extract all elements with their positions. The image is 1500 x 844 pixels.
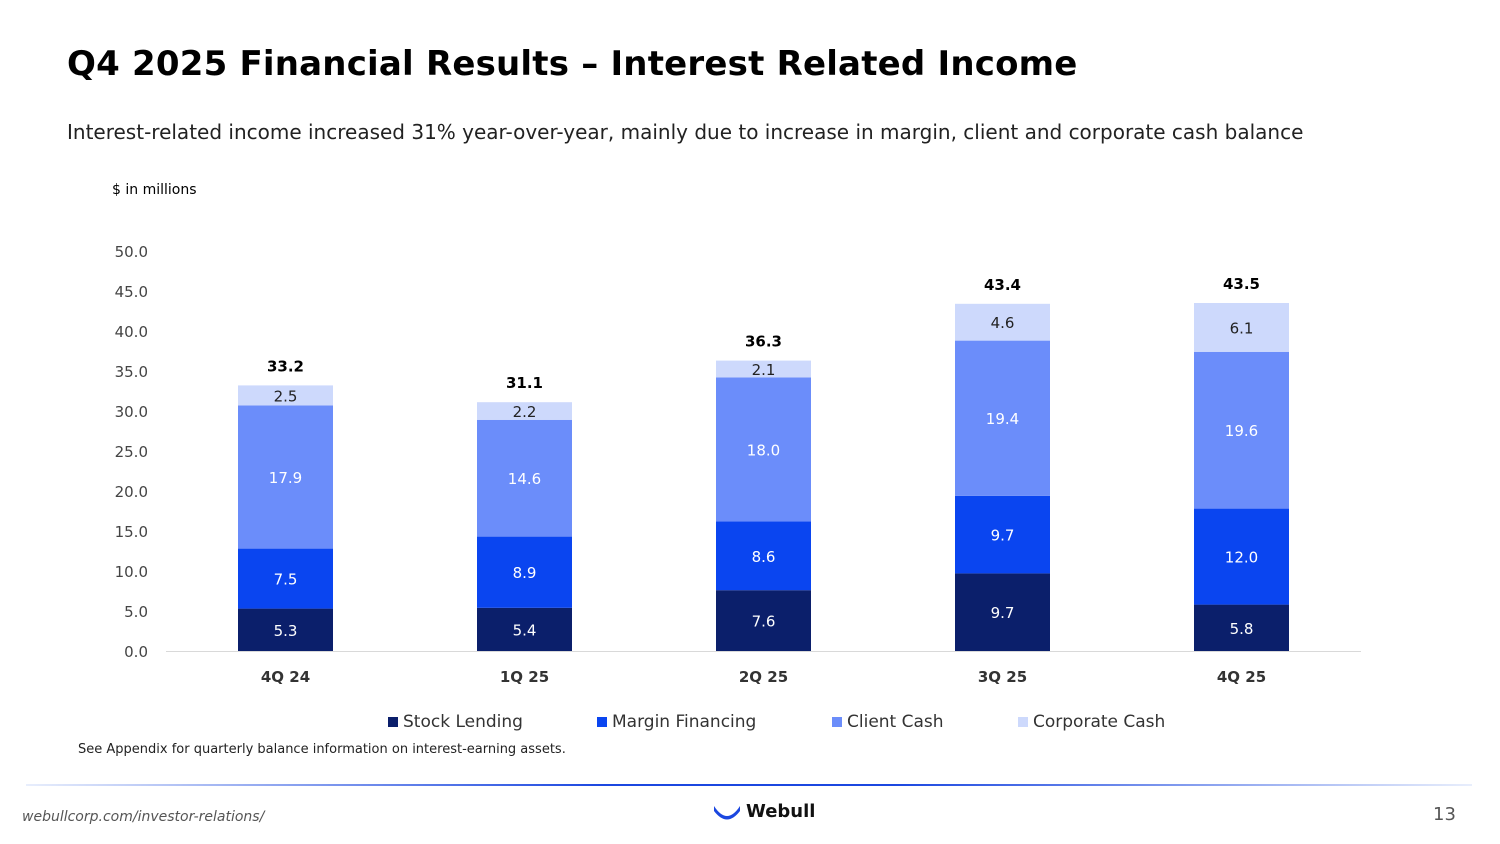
data-label: 8.6 xyxy=(752,548,776,566)
legend-swatch xyxy=(1018,717,1028,727)
total-label: 36.3 xyxy=(745,333,782,351)
data-label: 5.8 xyxy=(1230,620,1254,638)
total-label: 43.4 xyxy=(984,276,1021,294)
x-tick-label: 4Q 24 xyxy=(261,668,310,686)
data-label: 7.6 xyxy=(752,613,776,631)
bar-segment xyxy=(1194,351,1289,509)
bar-segment xyxy=(716,521,811,591)
bar-segment xyxy=(1194,303,1289,352)
bar-segment xyxy=(238,405,333,549)
webull-logo: Webull xyxy=(712,801,815,822)
legend-item: Stock Lending xyxy=(388,712,523,732)
total-label: 33.2 xyxy=(267,357,304,375)
data-label: 5.4 xyxy=(513,621,537,639)
total-label: 31.1 xyxy=(506,374,543,392)
data-label: 2.1 xyxy=(752,361,776,379)
bar-segment xyxy=(238,608,333,651)
page-number: 13 xyxy=(1433,804,1456,825)
y-tick-label: 5.0 xyxy=(124,603,148,621)
y-tick-label: 30.0 xyxy=(115,403,148,421)
stacked-bar-chart: 0.0 5.0 10.0 15.0 20.0 25.0 30.0 35.0 40.0 45.0 50… xyxy=(115,243,1361,686)
y-tick-label: 50.0 xyxy=(115,243,148,261)
data-label: 9.7 xyxy=(991,527,1015,545)
bar-segment xyxy=(955,573,1050,651)
legend-item: Corporate Cash xyxy=(1018,712,1165,732)
footnote: See Appendix for quarterly balance infor… xyxy=(78,742,566,757)
page-title: Q4 2025 Financial Results – Interest Rel… xyxy=(67,44,1078,84)
footer-url[interactable]: webullcorp.com/investor-relations/ xyxy=(22,809,265,825)
data-label: 7.5 xyxy=(274,571,298,589)
bar-segment xyxy=(716,360,811,378)
bar-segment xyxy=(477,536,572,608)
chart-legend: Stock Lending Margin Financing Client Cash… xyxy=(0,712,1500,736)
legend-item: Client Cash xyxy=(832,712,944,732)
y-tick-label: 35.0 xyxy=(115,363,148,381)
bar-segment xyxy=(1194,604,1289,651)
legend-label: Client Cash xyxy=(847,712,944,732)
page-subtitle: Interest-related income increased 31% ye… xyxy=(67,120,1304,144)
logo-text: Webull xyxy=(746,801,816,822)
y-tick-label: 10.0 xyxy=(115,563,148,581)
legend-swatch xyxy=(832,717,842,727)
data-label: 12.0 xyxy=(1225,549,1258,567)
data-label: 5.3 xyxy=(274,622,298,640)
total-label: 43.5 xyxy=(1223,275,1260,293)
legend-label: Margin Financing xyxy=(612,712,757,732)
y-tick-label: 0.0 xyxy=(124,643,148,661)
webull-logo-icon xyxy=(714,805,740,819)
bar-segment xyxy=(477,402,572,420)
bar-segment xyxy=(716,377,811,522)
data-label: 17.9 xyxy=(269,469,302,487)
y-tick-label: 15.0 xyxy=(115,523,148,541)
legend-swatch xyxy=(388,717,398,727)
bar-segment xyxy=(955,303,1050,341)
x-tick-label: 2Q 25 xyxy=(739,668,788,686)
x-tick-label: 4Q 25 xyxy=(1217,668,1266,686)
data-label: 2.2 xyxy=(513,403,537,421)
y-tick-label: 45.0 xyxy=(115,283,148,301)
bar-segment xyxy=(477,419,572,537)
y-tick-label: 40.0 xyxy=(115,323,148,341)
y-tick-label: 25.0 xyxy=(115,443,148,461)
units-label: $ in millions xyxy=(112,182,197,198)
data-label: 14.6 xyxy=(508,470,541,488)
bar-segment xyxy=(238,385,333,406)
legend-item: Margin Financing xyxy=(597,712,756,732)
data-label: 6.1 xyxy=(1230,319,1254,337)
data-label: 2.5 xyxy=(274,387,298,405)
legend-label: Stock Lending xyxy=(403,712,523,732)
data-label: 9.7 xyxy=(991,604,1015,622)
bar-segment xyxy=(238,548,333,609)
legend-swatch xyxy=(597,717,607,727)
data-label: 19.4 xyxy=(986,410,1019,428)
footer-divider xyxy=(26,784,1472,786)
legend-label: Corporate Cash xyxy=(1033,712,1166,732)
x-tick-label: 1Q 25 xyxy=(500,668,549,686)
bar-segment xyxy=(477,607,572,651)
data-label: 19.6 xyxy=(1225,422,1258,440)
data-label: 8.9 xyxy=(513,564,537,582)
bar-segment xyxy=(1194,508,1289,605)
x-tick-label: 3Q 25 xyxy=(978,668,1027,686)
bar-segment xyxy=(716,590,811,651)
bar-segment xyxy=(955,340,1050,496)
data-label: 4.6 xyxy=(991,314,1015,332)
bar-segment xyxy=(955,495,1050,574)
data-label: 18.0 xyxy=(747,441,780,459)
y-tick-label: 20.0 xyxy=(115,483,148,501)
